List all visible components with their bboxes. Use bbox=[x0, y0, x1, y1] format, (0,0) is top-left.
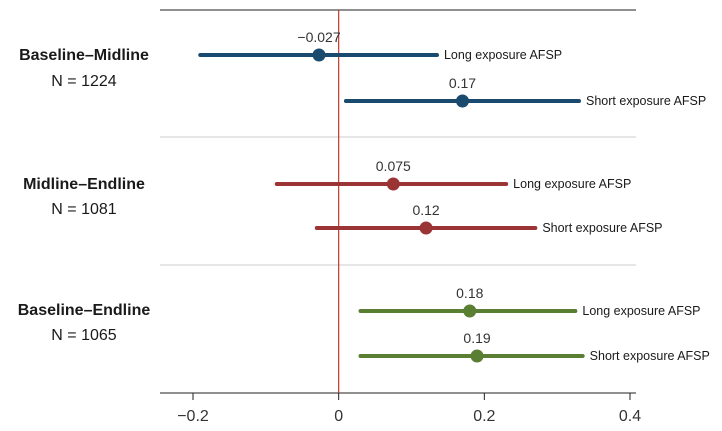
x-tick-label: 0.2 bbox=[473, 408, 495, 425]
point-estimate bbox=[463, 304, 477, 318]
group-title: Midline–Endline bbox=[23, 176, 145, 193]
estimate-label: 0.18 bbox=[456, 285, 483, 301]
axes bbox=[160, 9, 636, 394]
groups: Baseline–Midline N = 1224 −0.027 Long expos… bbox=[18, 29, 710, 363]
estimate-label: 0.19 bbox=[463, 330, 490, 346]
group-title: Baseline–Midline bbox=[19, 47, 149, 64]
series-label: Short exposure AFSP bbox=[590, 349, 710, 363]
point-estimate bbox=[312, 48, 326, 62]
x-tick-label: −0.2 bbox=[177, 408, 209, 425]
x-tick-label: 0 bbox=[334, 408, 343, 425]
group: Baseline–Midline N = 1224 −0.027 Long expos… bbox=[19, 29, 706, 108]
point-estimate bbox=[386, 177, 400, 191]
group-n-label: N = 1081 bbox=[51, 201, 116, 218]
group-n-label: N = 1224 bbox=[51, 73, 116, 90]
estimate-label: 0.17 bbox=[449, 75, 476, 91]
x-axis-ticks: −0.2 0 0.2 0.4 bbox=[177, 393, 641, 425]
group: Baseline–Endline N = 1065 0.18 Long exposur… bbox=[18, 285, 710, 363]
series-label: Short exposure AFSP bbox=[542, 221, 662, 235]
group-n-label: N = 1065 bbox=[51, 327, 116, 344]
point-estimate bbox=[455, 94, 469, 108]
estimate-label: 0.075 bbox=[376, 158, 411, 174]
estimate-label: −0.027 bbox=[297, 29, 340, 45]
series-label: Short exposure AFSP bbox=[586, 94, 706, 108]
series-label: Long exposure AFSP bbox=[444, 48, 562, 62]
point-estimate bbox=[419, 221, 433, 235]
estimate-label: 0.12 bbox=[412, 202, 439, 218]
series-label: Long exposure AFSP bbox=[513, 177, 631, 191]
point-estimate bbox=[470, 349, 484, 363]
group-title: Baseline–Endline bbox=[18, 302, 151, 319]
x-tick-label: 0.4 bbox=[619, 408, 641, 425]
group: Midline–Endline N = 1081 0.075 Long exposur… bbox=[23, 158, 662, 235]
series-label: Long exposure AFSP bbox=[582, 304, 700, 318]
group-separators bbox=[160, 136, 636, 266]
